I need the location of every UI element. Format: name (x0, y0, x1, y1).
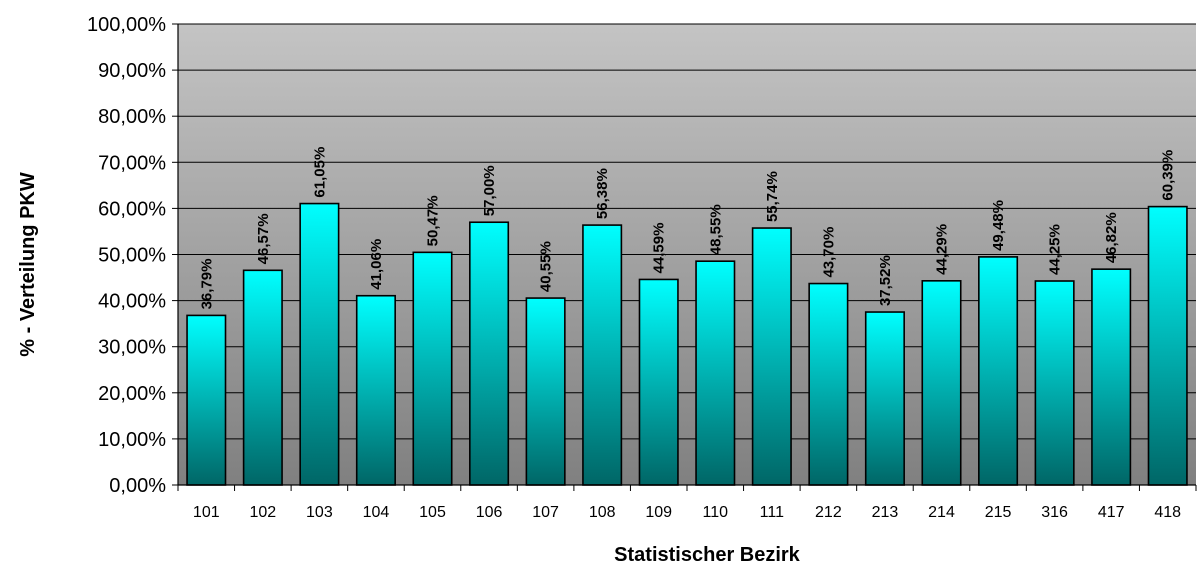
data-label: 57,00% (481, 165, 498, 216)
bar-108 (582, 224, 623, 486)
bar-103 (299, 202, 340, 486)
data-label: 56,38% (594, 168, 611, 219)
x-tick-label: 212 (815, 504, 842, 521)
x-tick-label: 102 (249, 504, 276, 521)
x-tick-label: 316 (1041, 504, 1068, 521)
x-tick-label: 106 (476, 504, 503, 521)
y-tick-label: 20,00% (98, 383, 166, 405)
bar-110 (695, 260, 736, 486)
data-label: 50,47% (425, 195, 442, 246)
bar-214 (921, 280, 962, 486)
bar-111 (751, 227, 792, 486)
data-label: 55,74% (764, 171, 781, 222)
data-label: 46,57% (255, 213, 272, 264)
x-tick-label: 111 (760, 504, 784, 521)
data-label: 49,48% (990, 200, 1007, 251)
axes (172, 23, 1197, 491)
x-tick-label: 215 (985, 504, 1012, 521)
bars (186, 202, 1188, 486)
y-tick-label: 90,00% (98, 60, 166, 82)
bar-215 (978, 256, 1019, 486)
x-tick-label: 214 (928, 504, 955, 521)
bar-417 (1091, 268, 1132, 486)
x-tick-label: 417 (1098, 504, 1125, 521)
data-label: 44,59% (651, 223, 668, 274)
y-axis-title: % - Verteilung PKW (17, 172, 39, 357)
x-tick-label: 104 (363, 504, 390, 521)
bar-213 (864, 311, 905, 486)
bar-104 (355, 294, 396, 486)
x-tick-label: 418 (1154, 504, 1181, 521)
y-tick-label: 70,00% (98, 152, 166, 174)
bar-107 (525, 297, 566, 486)
x-tick-label: 213 (872, 504, 899, 521)
y-tick-label: 100,00% (87, 14, 166, 36)
x-tick-label: 101 (193, 504, 220, 521)
bar-316 (1034, 280, 1075, 486)
data-label: 46,82% (1103, 212, 1120, 263)
x-axis-title: Statistischer Bezirk (614, 544, 801, 566)
data-label: 44,25% (1047, 224, 1064, 275)
x-tick-label: 109 (645, 504, 672, 521)
x-tick-label: 108 (589, 504, 616, 521)
bar-212 (808, 282, 849, 486)
x-tick-label: 107 (532, 504, 559, 521)
y-tick-label: 60,00% (98, 198, 166, 220)
x-tick-label: 110 (703, 504, 729, 521)
data-label: 41,06% (368, 239, 385, 290)
y-tick-label: 40,00% (98, 291, 166, 313)
data-label: 44,29% (934, 224, 951, 275)
y-tick-label: 0,00% (109, 475, 166, 497)
data-label: 60,39% (1160, 150, 1177, 201)
data-label: 37,52% (877, 255, 894, 306)
gridlines (178, 23, 1196, 440)
bar-418 (1147, 205, 1188, 486)
bar-101 (186, 314, 227, 486)
data-label: 61,05% (311, 147, 328, 198)
y-tick-label: 80,00% (98, 106, 166, 128)
y-tick-label: 30,00% (98, 337, 166, 359)
tick-labels: 0,00% 10,00% 20,00% 30,00% 40,00% 50,00% 60,00… (87, 14, 1181, 521)
data-label: 36,79% (198, 259, 215, 310)
y-tick-label: 10,00% (98, 429, 166, 451)
data-label: 48,55% (707, 204, 724, 255)
data-label: 43,70% (820, 227, 837, 278)
bar-105 (412, 251, 453, 486)
bar-102 (242, 269, 283, 486)
data-label: 40,55% (538, 241, 555, 292)
bar-109 (638, 278, 679, 486)
x-tick-label: 103 (306, 504, 333, 521)
y-tick-label: 50,00% (98, 245, 166, 267)
bar-106 (469, 221, 510, 486)
x-tick-label: 105 (419, 504, 446, 521)
